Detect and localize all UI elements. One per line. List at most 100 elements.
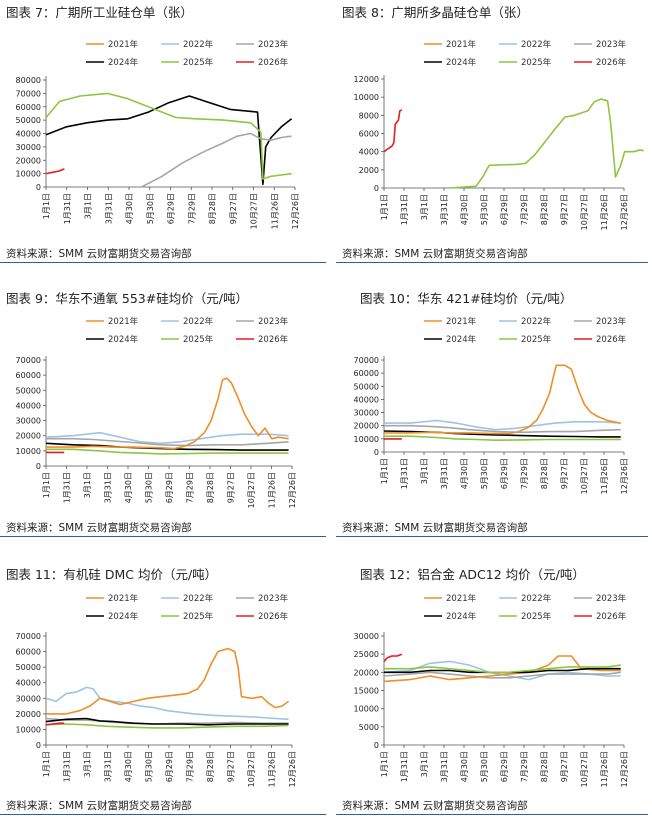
x-tick-label: 5月30日 [480,458,489,489]
x-tick-label: 1月1日 [380,458,389,484]
x-tick-label: 3月31日 [104,751,113,782]
series-line-2025年 [384,664,621,674]
y-tick-label: 60000 [16,648,41,657]
chart-panel-10: 图表 10：华东 421#硅均价（元/吨） 2021年 2022年 2023年 202… [336,284,652,554]
y-tick-label: 30000 [16,417,41,426]
x-tick-label: 5月30日 [480,751,489,782]
legend-label: 2023年 [596,593,627,604]
y-tick-label: 0 [374,741,379,750]
x-tick-label: 12月26日 [620,458,629,494]
x-tick-label: 12月26日 [288,751,297,787]
x-tick-label: 1月1日 [380,751,389,777]
series-line-2022年 [45,431,289,445]
x-tick-label: 10月27日 [580,751,589,787]
legend-label: 2025年 [183,57,214,68]
divider [336,536,648,537]
x-tick-label: 4月30日 [460,458,469,489]
legend-label: 2024年 [446,57,477,68]
y-tick-label: 20000 [16,432,41,441]
y-tick-label: 0 [374,448,379,457]
y-tick-label: 30000 [16,694,41,703]
legend-label: 2021年 [108,593,139,604]
series-line-2021年 [46,647,290,715]
y-tick-label: 0 [36,741,41,750]
x-tick-label: 7月29日 [187,193,196,224]
x-tick-label: 3月31日 [104,472,113,503]
x-tick-label: 7月29日 [520,458,529,489]
y-tick-label: 10000 [354,93,379,102]
divider [336,814,648,815]
y-tick-label: 10000 [16,725,41,734]
series-line-2022年 [383,660,621,681]
chart-panel-8: 图表 8：广期所多晶硅仓单（张） 2021年 2022年 2023年 2024年 202… [336,0,652,270]
y-tick-label: 4000 [359,148,379,157]
series-line-2023年 [383,671,621,679]
y-axis: 0 5000 10000 15000 20000 25000 30000 [354,632,385,750]
line-chart: 2021年 2022年 2023年 2024年 2025年 2026年 0 10000 2000… [16,316,297,508]
series-line-2023年 [46,437,289,447]
legend: 2021年 2022年 2023年 2024年 2025年 2026年 [424,593,627,622]
x-tick-label: 8月28日 [206,472,215,503]
x-tick-label: 5月30日 [146,193,155,224]
y-tick-label: 10000 [16,447,41,456]
y-tick-label: 30000 [354,632,379,641]
series-line-2025年 [384,435,621,441]
series-line-2022年 [45,686,289,721]
legend-label: 2024年 [108,334,139,345]
series-line-2025年 [45,723,289,729]
chart-title: 图表 7：广期所工业硅仓单（张） [6,5,193,20]
x-tick-label: 1月31日 [63,751,72,782]
chart-title: 图表 12：铝合金 ADC12 均价（元/吨） [360,567,585,582]
legend-label: 2022年 [183,39,214,50]
x-tick-label: 8月28日 [206,751,215,782]
chart-panel-11: 图表 11：有机硅 DMC 均价（元/吨） 2021年 2022年 2023年 202… [0,558,326,828]
y-tick-label: 50000 [16,116,41,125]
legend: 2021年 2022年 2023年 2024年 2025年 2026年 [86,316,289,345]
y-tick-label: 70000 [16,356,41,365]
legend: 2021年 2022年 2023年 2024年 2025年 2026年 [86,593,289,622]
chart-source: 资料来源：SMM 云财富期货交易咨询部 [342,800,528,812]
x-axis: 1月1日 1月31日 3月1日 3月31日 4月30日 5月30日 6月29日 7月29日 8月… [380,744,629,787]
line-chart: 2021年 2022年 2023年 2024年 2025年 2026年 0 10000 2000… [354,316,629,494]
y-tick-label: 6000 [359,130,379,139]
x-tick-label: 8月28日 [540,751,549,782]
legend-label: 2021年 [108,39,139,50]
x-tick-label: 3月1日 [83,751,92,777]
x-tick-label: 1月1日 [380,194,389,220]
series-line-2021年 [384,364,621,435]
legend-label: 2025年 [183,334,214,345]
y-tick-label: 10000 [354,435,379,444]
series-line-2026年 [383,653,403,662]
x-tick-label: 10月27日 [247,472,256,508]
x-tick-label: 4月30日 [460,751,469,782]
y-tick-label: 70000 [16,89,41,98]
y-tick-label: 60000 [16,103,41,112]
x-tick-label: 1月31日 [400,458,409,489]
legend-label: 2025年 [521,334,552,345]
chart-panel-9: 图表 9：华东不通氧 553#硅均价（元/吨） 2021年 2022年 2023年 2… [0,284,326,554]
legend-label: 2024年 [446,611,477,622]
x-tick-label: 9月27日 [227,751,236,782]
series-line-2026年 [45,722,65,726]
y-tick-label: 70000 [354,356,379,365]
y-tick-label: 20000 [16,156,41,165]
x-tick-label: 1月1日 [42,751,51,777]
line-chart: 2021年 2022年 2023年 2024年 2025年 2026年 0 10000 2000… [16,39,300,229]
y-tick-label: 70000 [16,632,41,641]
y-tick-label: 30000 [16,143,41,152]
x-tick-label: 4月30日 [124,472,133,503]
legend-label: 2026年 [258,611,289,622]
legend-label: 2022年 [183,593,214,604]
chart-source: 资料来源：SMM 云财富期货交易咨询部 [342,248,528,260]
x-tick-label: 3月31日 [440,458,449,489]
legend-label: 2026年 [258,334,289,345]
y-tick-label: 10000 [16,170,41,179]
series-line-2025年 [46,448,289,455]
x-tick-label: 11月26日 [270,193,279,229]
legend: 2021年 2022年 2023年 2024年 2025年 2026年 [424,316,627,345]
chart-source: 资料来源：SMM 云财富期货交易咨询部 [6,248,192,260]
series-line-2021年 [46,377,289,450]
chart-panel-7: 图表 7：广期所工业硅仓单（张） 2021年 2022年 2023年 2024年 202… [0,0,326,270]
y-tick-label: 20000 [354,422,379,431]
x-tick-label: 8月28日 [540,458,549,489]
